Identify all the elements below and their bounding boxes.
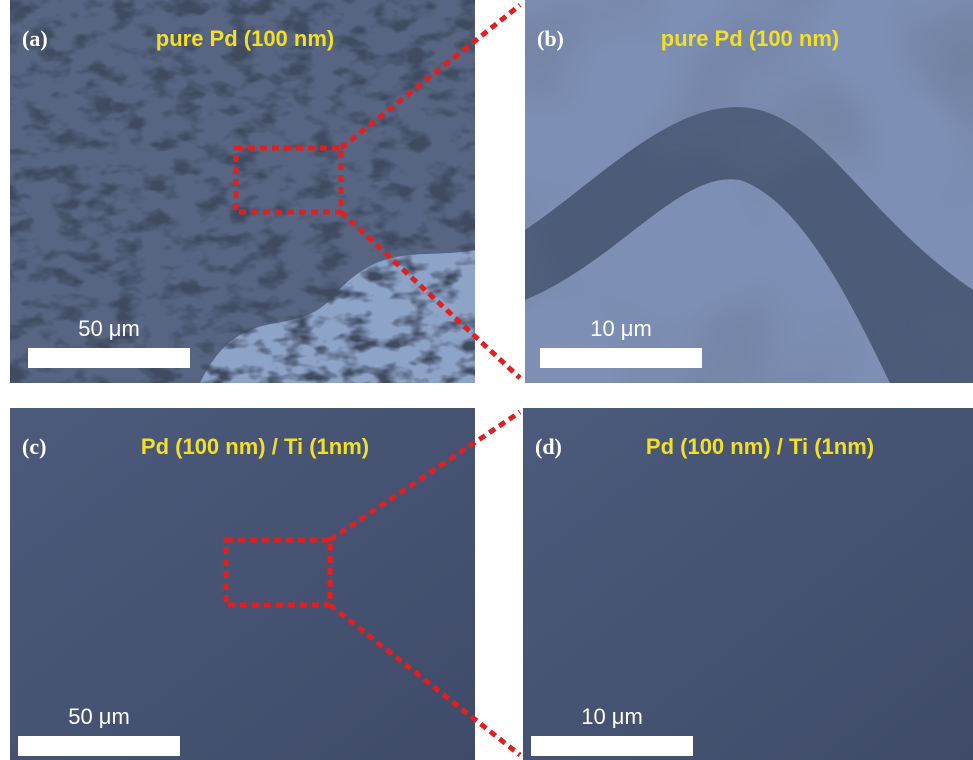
- scale-bar-label: 10 μm: [581, 704, 643, 729]
- scale-bar: [18, 736, 180, 756]
- panel-title: Pd (100 nm) / Ti (1nm): [141, 434, 369, 459]
- panel-label: (c): [22, 434, 46, 459]
- scale-bar-label: 50 μm: [68, 704, 130, 729]
- scale-bar: [540, 348, 702, 368]
- panel-title: pure Pd (100 nm): [156, 26, 334, 51]
- panel-title: pure Pd (100 nm): [661, 26, 839, 51]
- scale-bar: [28, 348, 190, 368]
- figure: (a) pure Pd (100 nm) 50 μm (b) pure Pd (100 …: [0, 0, 973, 760]
- scale-bar: [531, 736, 693, 756]
- panel-label: (b): [537, 26, 564, 51]
- scale-bar-label: 10 μm: [590, 316, 652, 341]
- panel-title: Pd (100 nm) / Ti (1nm): [646, 434, 874, 459]
- scale-bar-label: 50 μm: [78, 316, 140, 341]
- panel-label: (d): [535, 434, 562, 459]
- panel-label: (a): [22, 26, 48, 51]
